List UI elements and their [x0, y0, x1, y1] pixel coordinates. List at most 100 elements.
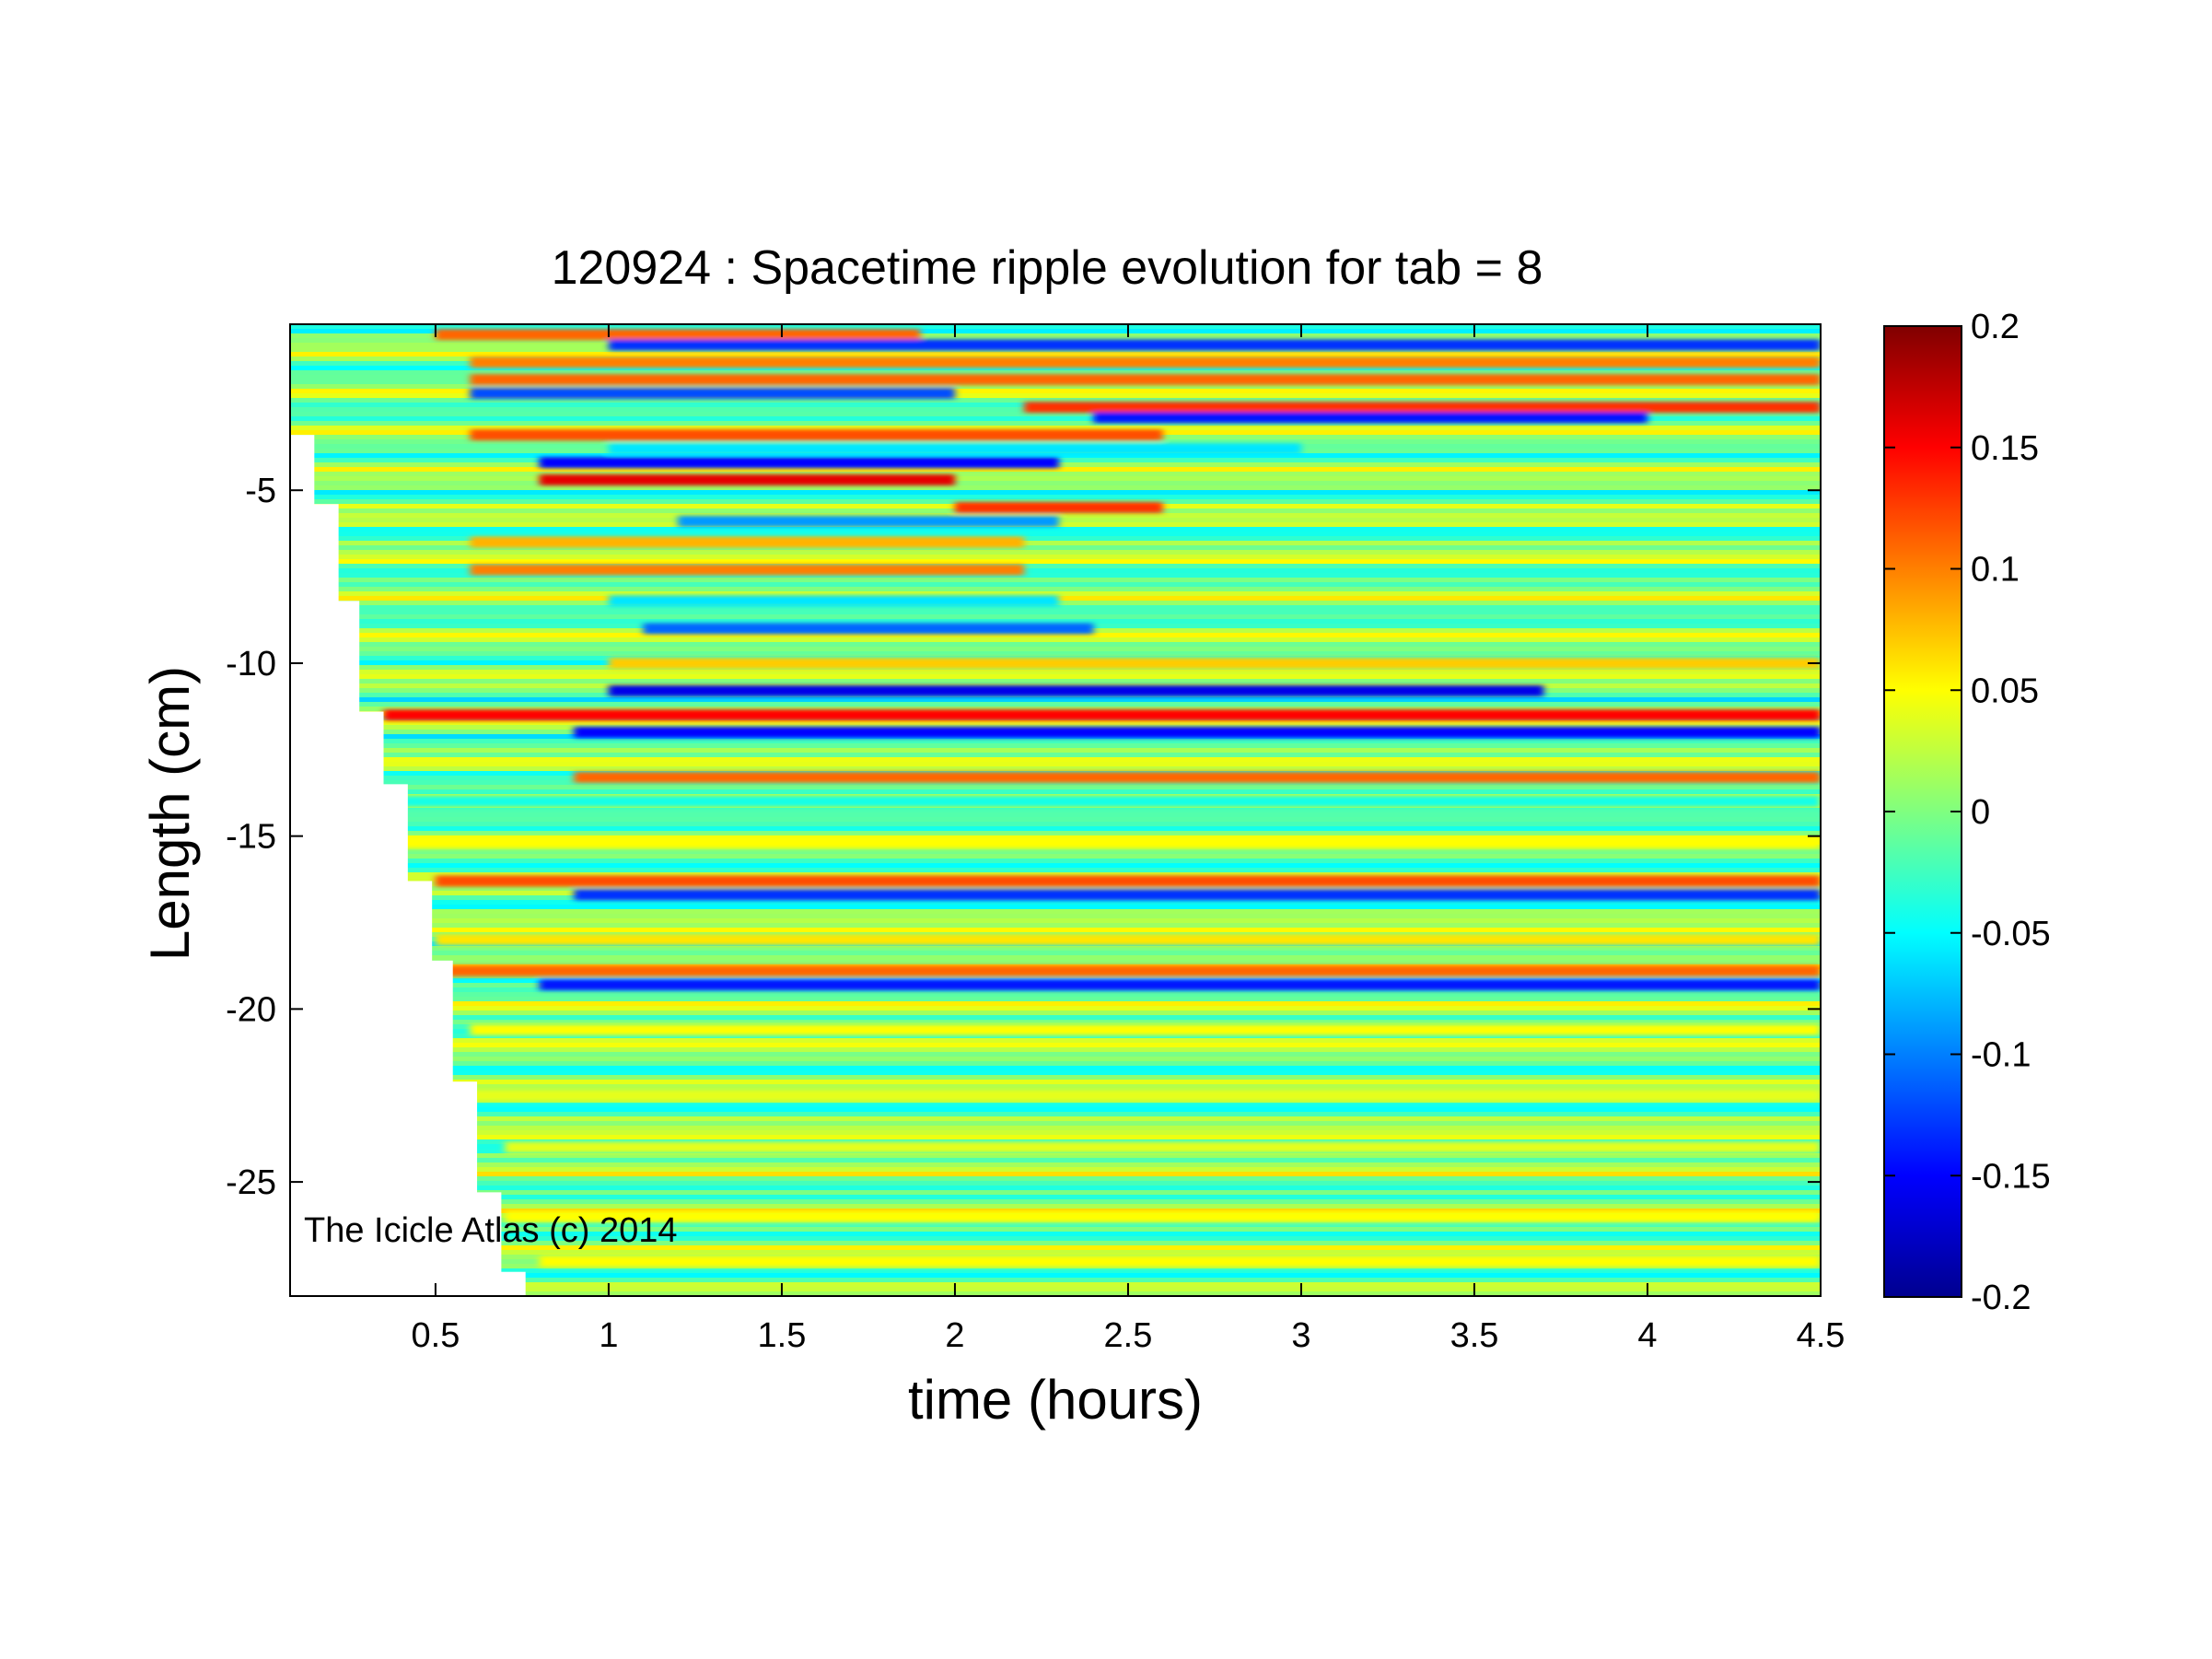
heatmap-row — [290, 416, 1821, 422]
heatmap-row — [290, 1034, 1821, 1039]
heatmap-row — [290, 1181, 1821, 1186]
heatmap-row — [290, 467, 1821, 473]
x-tick-label: 2 — [945, 1316, 964, 1355]
heatmap-row — [290, 1232, 1821, 1237]
heatmap-row — [290, 822, 1821, 827]
heatmap-row — [290, 1282, 1821, 1288]
heatmap-row — [290, 389, 1821, 394]
x-tick-label: 4.5 — [1797, 1316, 1845, 1355]
heatmap-row — [290, 1167, 1821, 1173]
heatmap-row — [290, 753, 1821, 758]
heatmap-row — [290, 1186, 1821, 1191]
y-axis-label: Length (cm) — [139, 666, 201, 961]
colorbar-tick-label: 0.1 — [1971, 551, 2020, 590]
heatmap-row — [290, 1162, 1821, 1168]
plot-frame — [289, 323, 1822, 1297]
heatmap-row — [290, 619, 1821, 625]
ripple-band — [435, 965, 1821, 977]
heatmap-row — [290, 960, 1821, 965]
heatmap-row — [290, 642, 1821, 648]
heatmap-row — [290, 1121, 1821, 1127]
heatmap-row — [290, 918, 1821, 924]
heatmap-row — [290, 481, 1821, 486]
heatmap-row — [290, 831, 1821, 836]
ripple-band — [383, 709, 1821, 721]
heatmap-row — [290, 720, 1821, 726]
heatmap-row — [290, 637, 1821, 643]
heatmap-row — [290, 808, 1821, 813]
no-data-region — [290, 881, 433, 962]
heatmap-row — [290, 1241, 1821, 1246]
heatmap-row — [290, 550, 1821, 555]
ripple-band — [470, 388, 955, 400]
heatmap-row — [290, 757, 1821, 763]
heatmap-row — [290, 555, 1821, 560]
heatmap-row — [290, 1135, 1821, 1140]
chart-title: 120924 : Spacetime ripple evolution for … — [552, 241, 1543, 295]
colorbar-tick-label: 0.2 — [1971, 308, 2020, 346]
heatmap-row — [290, 578, 1821, 583]
heatmap-row — [290, 1130, 1821, 1136]
heatmap-row — [290, 1107, 1821, 1113]
heatmap-row — [290, 545, 1821, 551]
heatmap-row — [290, 476, 1821, 482]
no-data-region — [290, 435, 315, 506]
heatmap-row — [290, 679, 1821, 684]
heatmap-row — [290, 1158, 1821, 1163]
heatmap-row — [290, 1061, 1821, 1067]
heatmap-row — [290, 1287, 1821, 1292]
heatmap-row — [290, 1070, 1821, 1076]
x-axis-label: time (hours) — [908, 1369, 1203, 1431]
colorbar-tick-label: -0.15 — [1971, 1157, 2051, 1196]
copyright-annotation: The Icicle Atlas (c) 2014 — [304, 1211, 678, 1250]
heatmap-row — [290, 605, 1821, 611]
heatmap-row — [290, 393, 1821, 399]
ripple-band — [435, 329, 921, 341]
ripple-band — [1093, 412, 1647, 424]
no-data-region — [290, 601, 360, 713]
no-data-region — [290, 1192, 502, 1273]
heatmap-row — [290, 674, 1821, 680]
ripple-band — [401, 796, 1821, 808]
ripple-band — [470, 1023, 1821, 1035]
ripple-band — [470, 564, 1025, 576]
heatmap-row — [290, 398, 1821, 403]
heatmap-row — [290, 1116, 1821, 1122]
heatmap-row — [290, 997, 1821, 1002]
no-data-region — [290, 1271, 526, 1296]
heatmap-row — [290, 928, 1821, 933]
heatmap-row — [290, 1084, 1821, 1090]
heatmap-row — [290, 582, 1821, 588]
x-tick-label: 0.5 — [412, 1316, 460, 1355]
heatmap-row — [290, 495, 1821, 500]
heatmap-row — [290, 702, 1821, 707]
heatmap-row — [290, 591, 1821, 597]
x-tick-label: 3.5 — [1450, 1316, 1499, 1355]
ripple-band — [435, 934, 1821, 946]
heatmap-row — [290, 905, 1821, 910]
colorbar-gradient — [1883, 325, 1962, 1298]
heatmap-row — [290, 324, 1821, 330]
heatmap-row — [290, 1250, 1821, 1256]
heatmap-row — [290, 453, 1821, 459]
heatmap-row — [290, 651, 1821, 657]
heatmap-row — [290, 541, 1821, 546]
heatmap-row — [290, 863, 1821, 869]
heatmap-row — [290, 1011, 1821, 1016]
heatmap-area — [289, 323, 1822, 1297]
heatmap-row — [290, 587, 1821, 592]
heatmap-row — [290, 513, 1821, 519]
heatmap-row — [290, 1176, 1821, 1182]
ripple-band — [435, 875, 1821, 887]
heatmap-row — [290, 1172, 1821, 1177]
ripple-band — [574, 889, 1821, 901]
ripple-band — [539, 979, 1821, 991]
heatmap-row — [290, 426, 1821, 431]
heatmap-row — [290, 1112, 1821, 1117]
heatmap-row — [290, 333, 1821, 339]
ripple-band — [678, 516, 1059, 528]
ripple-band — [608, 443, 1301, 455]
y-tick-label: -20 — [226, 990, 276, 1029]
no-data-region — [290, 504, 339, 602]
heatmap-row — [290, 1080, 1821, 1085]
